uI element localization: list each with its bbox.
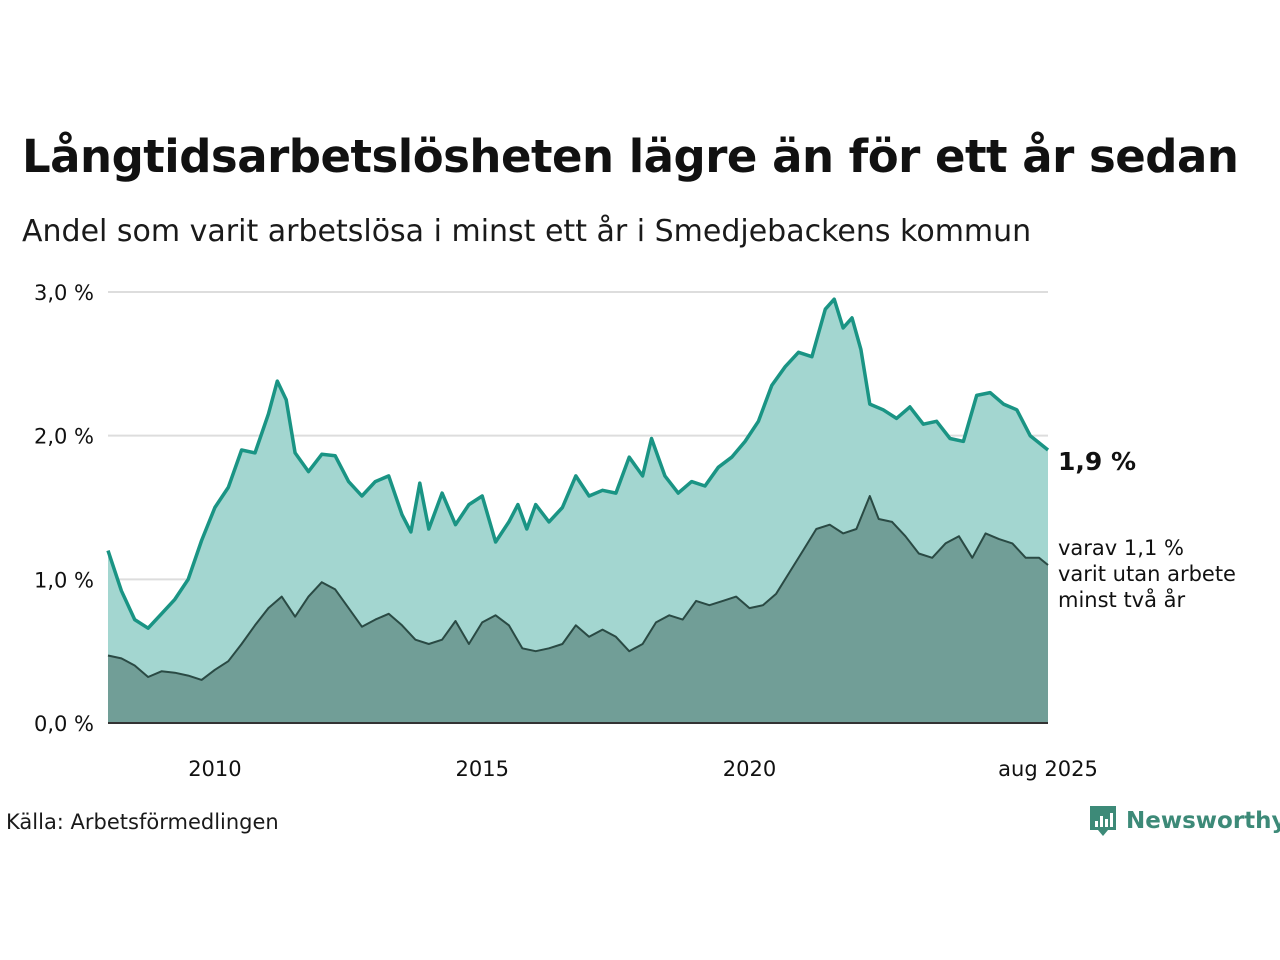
x-tick-label: 2020 bbox=[723, 757, 776, 781]
x-tick-label: 2015 bbox=[455, 757, 508, 781]
long-term-label-line: varit utan arbete bbox=[1058, 562, 1236, 586]
long-term-line bbox=[107, 495, 1049, 681]
long-term-label-line: varav 1,1 % bbox=[1058, 536, 1184, 560]
y-tick-label: 3,0 % bbox=[34, 281, 94, 305]
logo-text: Newsworthy bbox=[1126, 808, 1280, 834]
y-axis-ticks: 0,0 % 1,0 % 2,0 % 3,0 % bbox=[34, 281, 94, 736]
chart-subtitle: Andel som varit arbetslösa i minst ett å… bbox=[22, 214, 1032, 249]
long-term-area bbox=[108, 496, 1048, 723]
total-line bbox=[106, 297, 1050, 630]
x-tick-label: aug 2025 bbox=[998, 757, 1098, 781]
newsworthy-chart-icon bbox=[1090, 806, 1116, 836]
source-note: Källa: Arbetsförmedlingen bbox=[6, 810, 279, 834]
y-tick-label: 2,0 % bbox=[34, 425, 94, 449]
chart-title: Långtidsarbetslösheten lägre än för ett … bbox=[22, 130, 1239, 183]
long-term-label-line: minst två år bbox=[1058, 587, 1186, 612]
y-tick-label: 1,0 % bbox=[34, 568, 94, 592]
y-tick-label: 0,0 % bbox=[34, 712, 94, 736]
x-tick-label: 2010 bbox=[188, 757, 241, 781]
total-end-label: 1,9 % bbox=[1058, 447, 1136, 476]
newsworthy-logo: Newsworthy bbox=[1088, 804, 1280, 838]
long-term-end-label: varav 1,1 % varit utan arbete minst två år bbox=[1058, 536, 1236, 612]
x-axis-ticks: 2010 2015 2020 aug 2025 bbox=[188, 757, 1098, 781]
